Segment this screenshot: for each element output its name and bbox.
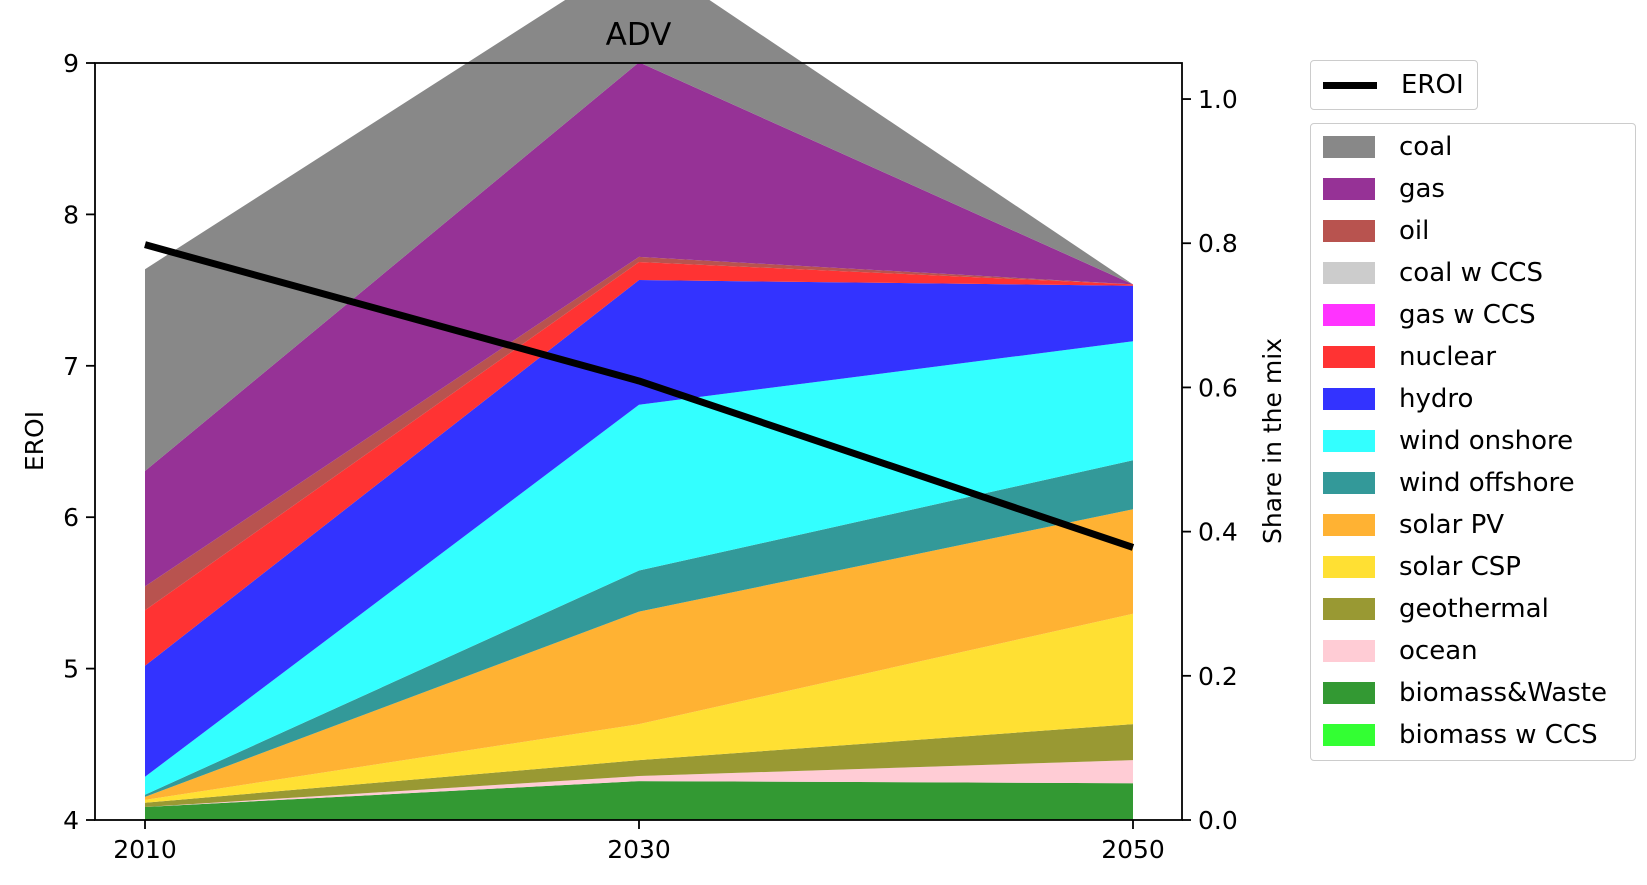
y-right-tick-label: 0.0 (1198, 806, 1238, 835)
legend-label: nuclear (1399, 342, 1497, 372)
x-tick-label: 2010 (113, 835, 177, 864)
legend-item-solar-csp: solar CSP (1311, 552, 1521, 582)
legend-swatch (1323, 724, 1375, 746)
legend-label: wind offshore (1399, 468, 1575, 498)
legend-item-oil: oil (1311, 216, 1429, 246)
legend-label: biomass w CCS (1399, 720, 1598, 750)
legend-label: solar CSP (1399, 552, 1521, 582)
legend-item-biomass-and-waste: biomass&Waste (1311, 678, 1607, 708)
x-tick-label: 2050 (1101, 835, 1165, 864)
legend-swatch (1323, 514, 1375, 536)
legend-swatch (1323, 346, 1375, 368)
legend-swatch (1323, 598, 1375, 620)
legend-swatch (1323, 136, 1375, 158)
legend-item-wind-onshore: wind onshore (1311, 426, 1573, 456)
x-tick-label: 2030 (607, 835, 671, 864)
y-right-tick-label: 0.4 (1198, 518, 1238, 547)
legend-label: wind onshore (1399, 426, 1574, 456)
line-layer (144, 241, 1135, 551)
legend-swatch (1323, 304, 1375, 326)
line-eroi (144, 241, 1135, 551)
y-right-tick-label: 0.8 (1198, 229, 1238, 258)
legend-swatch (1323, 640, 1375, 662)
legend-item-eroi: EROI (1311, 70, 1464, 100)
y-left-tick-label: 6 (63, 503, 79, 532)
y-left-tick-label: 5 (63, 655, 79, 684)
chart-title: ADV (606, 17, 672, 53)
legend-swatch (1323, 178, 1375, 200)
legend-item-ocean: ocean (1311, 636, 1478, 666)
legend-item-nuclear: nuclear (1311, 342, 1496, 372)
eroi-line-legend: EROI (1310, 60, 1478, 110)
y-left-tick-label: 7 (63, 352, 79, 381)
legend-label: ocean (1399, 636, 1478, 666)
area-solar-pv (145, 509, 1133, 800)
y-left-tick-label: 9 (63, 49, 79, 78)
axes: 2010 2030 2050 4 5 6 7 8 9 0.0 0.2 0.4 0.6 0.8 1.0 (63, 49, 1238, 864)
y-right-axis-label: Share in the mix (1258, 338, 1287, 544)
legend-swatch (1323, 220, 1375, 242)
legend-label: geothermal (1399, 594, 1549, 624)
area-stack (145, 0, 1133, 820)
legend-item-hydro: hydro (1311, 384, 1473, 414)
y-left-axis-label: EROI (20, 411, 49, 471)
legend-item-geothermal: geothermal (1311, 594, 1549, 624)
legend-swatch (1323, 472, 1375, 494)
legend-swatch (1323, 81, 1377, 89)
area-geothermal (145, 724, 1133, 808)
legend-item-gas: gas (1311, 174, 1445, 204)
area-coal (145, 0, 1133, 472)
area-gas (145, 62, 1133, 587)
area-wind-offshore (145, 460, 1133, 797)
legend-item-coal: coal (1311, 132, 1452, 162)
y-right-tick-label: 0.2 (1198, 662, 1238, 691)
legend-swatch (1323, 556, 1375, 578)
legend-label: coal w CCS (1399, 258, 1543, 288)
area-biomass-and-waste (145, 781, 1133, 820)
legend-item-gas-w-ccs: gas w CCS (1311, 300, 1536, 330)
legend-label: hydro (1399, 384, 1474, 414)
legend-swatch (1323, 262, 1375, 284)
legend-label: oil (1399, 216, 1430, 246)
legend-item-coal-w-ccs: coal w CCS (1311, 258, 1543, 288)
y-left-tick-label: 8 (63, 200, 79, 229)
legend-swatch (1323, 430, 1375, 452)
area-ocean (145, 760, 1133, 808)
legend-label: solar PV (1399, 510, 1505, 540)
y-right-tick-label: 0.6 (1198, 373, 1238, 402)
legend-item-solar-pv: solar PV (1311, 510, 1504, 540)
area-solar-csp (145, 613, 1133, 803)
legend-label: gas (1399, 174, 1445, 204)
y-left-tick-label: 4 (63, 806, 79, 835)
legend-label: biomass&Waste (1399, 678, 1607, 708)
legend-swatch (1323, 682, 1375, 704)
legend-label: EROI (1401, 70, 1464, 100)
legend-label: gas w CCS (1399, 300, 1536, 330)
legend-item-wind-offshore: wind offshore (1311, 468, 1575, 498)
legend-label: coal (1399, 132, 1453, 162)
energy-source-legend: coal gas oil coal w CCS gas w CCS nuclear hydr… (1310, 123, 1636, 761)
area-wind-onshore (145, 341, 1133, 795)
y-right-tick-label: 1.0 (1198, 85, 1238, 114)
legend-item-biomass-w-ccs: biomass w CCS (1311, 720, 1598, 750)
legend-swatch (1323, 388, 1375, 410)
